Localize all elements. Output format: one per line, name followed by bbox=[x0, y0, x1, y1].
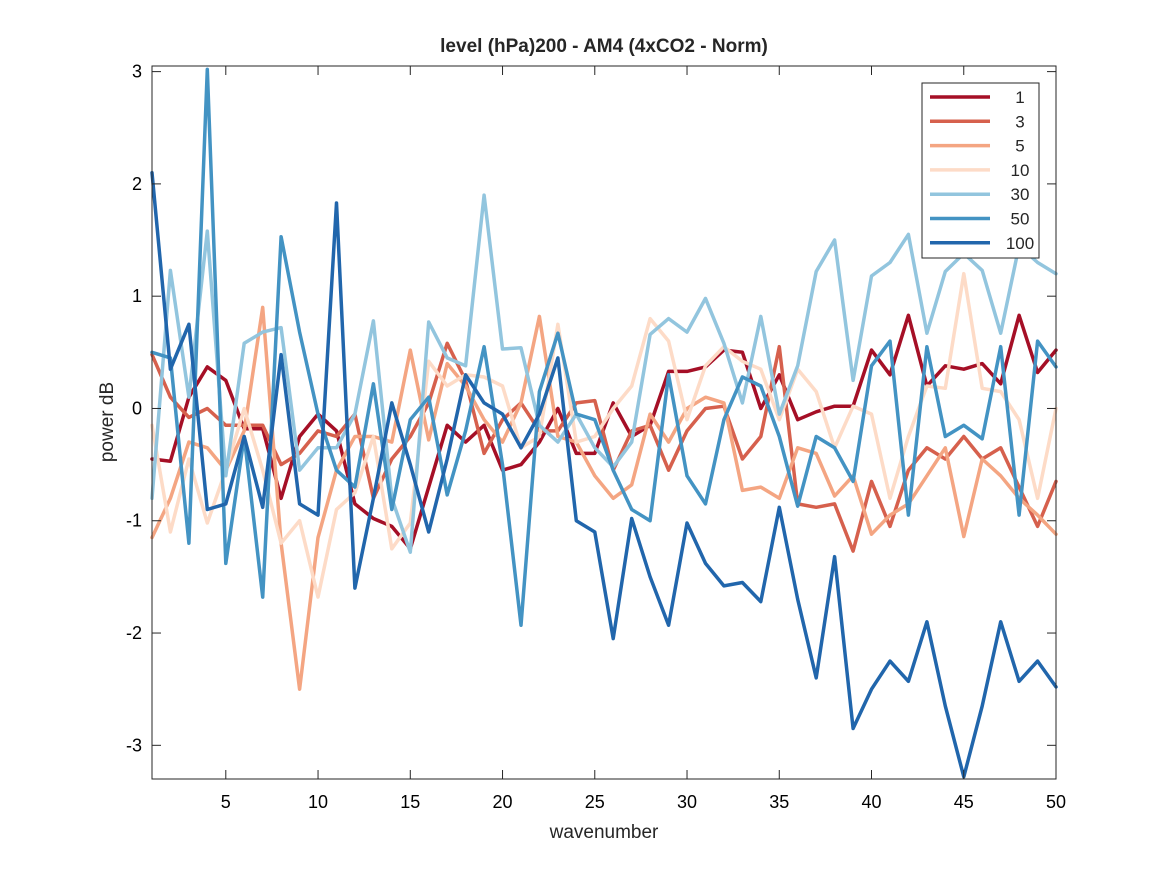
legend: 1 3 5 10 30 50 100 bbox=[921, 82, 1040, 259]
legend-label-1: 1 bbox=[1015, 88, 1024, 107]
legend-label-50: 50 bbox=[1011, 210, 1030, 229]
y-tick-label: -1 bbox=[126, 511, 142, 531]
legend-label-100: 100 bbox=[1006, 234, 1034, 253]
x-tick-label: 35 bbox=[769, 792, 789, 812]
x-tick-label: 15 bbox=[400, 792, 420, 812]
x-tick-label: 10 bbox=[308, 792, 328, 812]
y-tick-label: -2 bbox=[126, 623, 142, 643]
y-tick-label: -3 bbox=[126, 735, 142, 755]
axes-box bbox=[151, 65, 1057, 780]
series-line-50 bbox=[150, 67, 1058, 627]
x-tick-label: 25 bbox=[585, 792, 605, 812]
y-axis-ticks: -3 -2 -1 0 1 2 3 bbox=[126, 62, 1056, 755]
x-tick-label: 50 bbox=[1046, 792, 1066, 812]
series-line-100 bbox=[150, 170, 1058, 779]
legend-label-30: 30 bbox=[1011, 185, 1030, 204]
x-axis-label: wavenumber bbox=[549, 822, 659, 843]
legend-label-10: 10 bbox=[1011, 161, 1030, 180]
series-line-5 bbox=[150, 305, 1058, 691]
legend-label-5: 5 bbox=[1015, 137, 1024, 156]
series-layer bbox=[150, 67, 1058, 779]
y-tick-label: 3 bbox=[132, 62, 142, 82]
legend-items: 1 3 5 10 30 50 100 bbox=[930, 88, 1034, 253]
series-line-10 bbox=[150, 271, 1058, 599]
x-tick-label: 45 bbox=[954, 792, 974, 812]
x-axis-ticks: 5 10 15 20 25 30 35 40 45 50 bbox=[221, 66, 1066, 812]
y-tick-label: 2 bbox=[132, 174, 142, 194]
x-tick-label: 5 bbox=[221, 792, 231, 812]
series-line-30 bbox=[150, 193, 1058, 554]
x-tick-label: 30 bbox=[677, 792, 697, 812]
x-tick-label: 20 bbox=[493, 792, 513, 812]
chart-title: level (hPa)200 - AM4 (4xCO2 - Norm) bbox=[440, 36, 768, 57]
x-tick-label: 40 bbox=[861, 792, 881, 812]
legend-label-3: 3 bbox=[1015, 112, 1024, 131]
y-tick-label: 1 bbox=[132, 286, 142, 306]
y-tick-label: 0 bbox=[132, 398, 142, 418]
y-axis-label: power dB bbox=[97, 382, 118, 462]
series-line-1 bbox=[150, 313, 1058, 551]
